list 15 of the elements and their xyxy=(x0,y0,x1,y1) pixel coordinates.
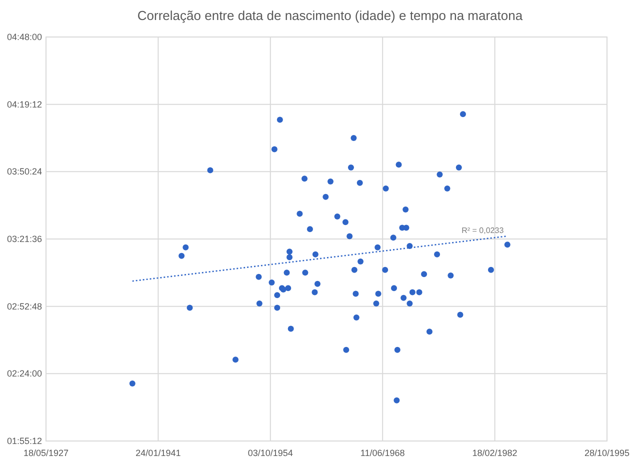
y-tick-label: 04:48:00 xyxy=(6,32,42,42)
x-tick-label: 11/06/1968 xyxy=(360,448,405,458)
y-tick-label: 02:24:00 xyxy=(6,368,42,379)
y-tick-label: 04:19:12 xyxy=(6,99,42,110)
x-tick-label: 18/05/1927 xyxy=(23,448,69,458)
annotation: R² = 0,0233 xyxy=(462,226,504,236)
y-tick-label: 03:50:24 xyxy=(6,166,42,177)
y-tick-label: 02:52:48 xyxy=(6,301,42,312)
chart-title: Correlação entre data de nascimento (idade) e tempo na maratona xyxy=(137,8,524,23)
y-tick-label: 03:21:36 xyxy=(6,234,42,244)
y-tick-label: 01:55:12 xyxy=(6,436,42,446)
x-tick-label: 28/10/1995 xyxy=(584,448,630,458)
x-tick-label: 18/02/1982 xyxy=(472,448,518,458)
x-tick-label: 03/10/1954 xyxy=(248,448,293,458)
x-tick-label: 24/01/1941 xyxy=(136,448,181,458)
